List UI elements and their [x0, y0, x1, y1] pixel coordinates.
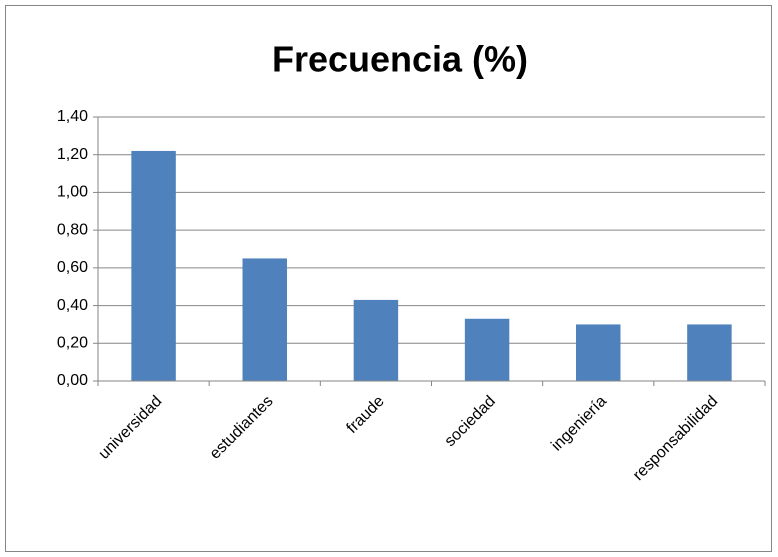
y-tick-label: 1,20	[57, 146, 88, 163]
bar	[464, 318, 510, 381]
bar	[687, 324, 732, 381]
bar	[576, 324, 621, 381]
bar	[242, 258, 287, 381]
chart-border	[5, 5, 772, 552]
chart-title: Frecuencia (%)	[272, 39, 528, 80]
bar	[131, 150, 176, 381]
y-tick-label: 0,00	[57, 372, 88, 389]
y-tick-label: 0,60	[57, 259, 88, 276]
y-tick-label: 1,40	[57, 108, 88, 125]
y-tick-label: 0,40	[57, 297, 88, 314]
y-tick-label: 0,80	[57, 221, 88, 238]
y-tick-label: 0,20	[57, 335, 88, 352]
y-tick-label: 1,00	[57, 184, 88, 201]
bar	[353, 299, 399, 381]
